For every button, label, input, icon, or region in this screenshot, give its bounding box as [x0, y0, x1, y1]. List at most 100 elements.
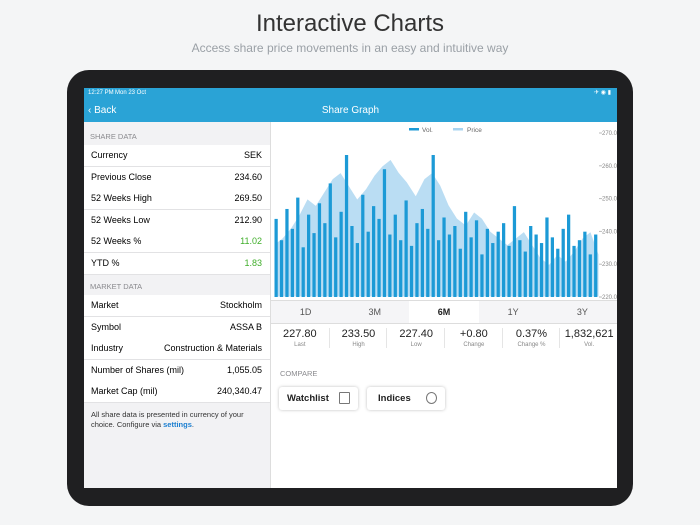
footnote: All share data is presented in currency … — [91, 410, 263, 430]
volume-bar — [556, 248, 560, 297]
row-label: 52 Weeks Low — [91, 214, 150, 225]
row-value: ASSA B — [229, 321, 262, 332]
row-value: SEK — [243, 150, 262, 160]
stat: 227.80 Last — [271, 328, 329, 348]
row-value: Construction & Materials — [163, 343, 262, 353]
volume-bar — [355, 243, 359, 297]
volume-bar — [334, 237, 338, 297]
data-row: Previous Close 234.60 — [84, 166, 270, 189]
footnote-end: . — [191, 419, 194, 429]
volume-bar — [534, 234, 538, 297]
stat-value: 227.80 — [283, 328, 317, 340]
volume-bar — [420, 208, 424, 297]
data-row: 52 Weeks % 11.02 — [84, 231, 270, 253]
volume-bar — [458, 248, 462, 297]
volume-bar — [572, 245, 576, 297]
stat: 227.40 Low — [386, 328, 445, 348]
period-tab[interactable]: 3Y — [576, 307, 588, 317]
stat: 0.37% Change % — [501, 328, 561, 348]
footnote-text: All share data is presented in currency … — [91, 409, 244, 429]
volume-bar — [577, 240, 582, 297]
row-value: 1,055.05 — [226, 364, 262, 375]
legend-label: Price — [467, 127, 482, 134]
volume-bar — [550, 237, 554, 297]
row-label: 52 Weeks High — [91, 193, 152, 203]
row-label: Previous Close — [91, 171, 152, 182]
volume-bar — [393, 214, 397, 297]
volume-bar — [339, 211, 343, 297]
volume-bar — [350, 226, 354, 297]
volume-bar — [474, 220, 479, 297]
volume-bar — [317, 203, 322, 297]
volume-bar — [274, 218, 278, 297]
data-row: 52 Weeks High 269.50 — [84, 188, 270, 210]
back-label[interactable]: Back — [94, 105, 117, 116]
button-icon[interactable] — [339, 392, 350, 404]
data-row: YTD % 1.83 — [84, 252, 270, 275]
price-area — [273, 158, 600, 298]
period-tab[interactable]: 3M — [368, 307, 382, 317]
data-row: Industry Construction & Materials — [84, 338, 270, 360]
volume-bar — [545, 217, 549, 297]
volume-bar — [377, 218, 381, 297]
stat-value: +0.80 — [459, 328, 488, 340]
row-label: Market — [91, 300, 119, 310]
volume-bar — [469, 237, 473, 297]
row-label: Symbol — [91, 321, 122, 332]
compare-button[interactable]: Indices — [367, 387, 445, 410]
y-tick-label: 240.00 — [602, 229, 617, 235]
y-tick-label: 250.00 — [602, 197, 617, 203]
volume-bar — [480, 254, 484, 297]
period-tab[interactable]: 1Y — [507, 307, 519, 317]
row-value: 212.90 — [234, 214, 262, 225]
volume-bar — [491, 243, 495, 297]
data-panel: SHARE DATA Currency SEK Previous Close 234.6… — [84, 122, 271, 488]
volume-bar — [594, 234, 598, 297]
back-button[interactable]: ‹ Back — [88, 105, 117, 116]
volume-bar — [404, 200, 408, 297]
period-tabs: 1D 3M 6M 1Y 3Y — [271, 300, 617, 324]
volume-bar — [583, 231, 587, 297]
section-heading: SHARE DATA — [90, 132, 137, 141]
period-tab[interactable]: 1D — [299, 307, 312, 317]
volume-bar — [279, 240, 284, 297]
data-row: 52 Weeks Low 212.90 — [84, 209, 270, 232]
data-row: Symbol ASSA B — [84, 316, 270, 339]
stat-label: Change % — [517, 342, 546, 348]
data-row: Currency SEK — [84, 145, 270, 167]
button-label[interactable]: Watchlist — [287, 393, 329, 404]
status-icons: ✈ ◉ ▮ — [594, 90, 611, 96]
volume-bar — [447, 234, 452, 297]
stat-label: Vol. — [584, 342, 595, 348]
button-icon[interactable] — [426, 392, 437, 404]
row-label: YTD % — [91, 257, 120, 268]
subtitle: Access share price movements in an easy … — [191, 41, 509, 55]
y-tick-label: 260.00 — [602, 164, 617, 170]
data-row: Market Cap (mil) 240,340.47 — [84, 381, 270, 403]
volume-bar — [529, 226, 533, 297]
stat-label: Change — [463, 342, 485, 348]
volume-bar — [285, 208, 289, 297]
volume-bar — [301, 247, 305, 297]
volume-bar — [588, 254, 592, 297]
stat: +0.80 Change — [444, 328, 503, 348]
row-label: Number of Shares (mil) — [91, 364, 185, 375]
volume-bar — [464, 211, 468, 297]
button-label[interactable]: Indices — [378, 393, 411, 404]
period-tab[interactable]: 6M — [409, 301, 479, 323]
footnote-link[interactable]: settings — [163, 419, 192, 429]
y-tick-label: 220.00 — [602, 295, 617, 300]
volume-bar — [366, 231, 370, 297]
nav-bar: ‹ Back Share Graph — [84, 99, 617, 122]
compare-button[interactable]: Watchlist — [279, 387, 358, 410]
volume-bar — [372, 206, 376, 297]
date: Mon 23 Oct — [115, 90, 147, 96]
row-value: 269.50 — [234, 193, 262, 203]
volume-bar — [431, 155, 435, 297]
volume-bar — [415, 223, 419, 297]
volume-bar — [388, 234, 392, 297]
stat: 233.50 High — [328, 328, 388, 348]
compare-heading: COMPARE — [280, 369, 318, 378]
volume-bar — [502, 223, 506, 297]
